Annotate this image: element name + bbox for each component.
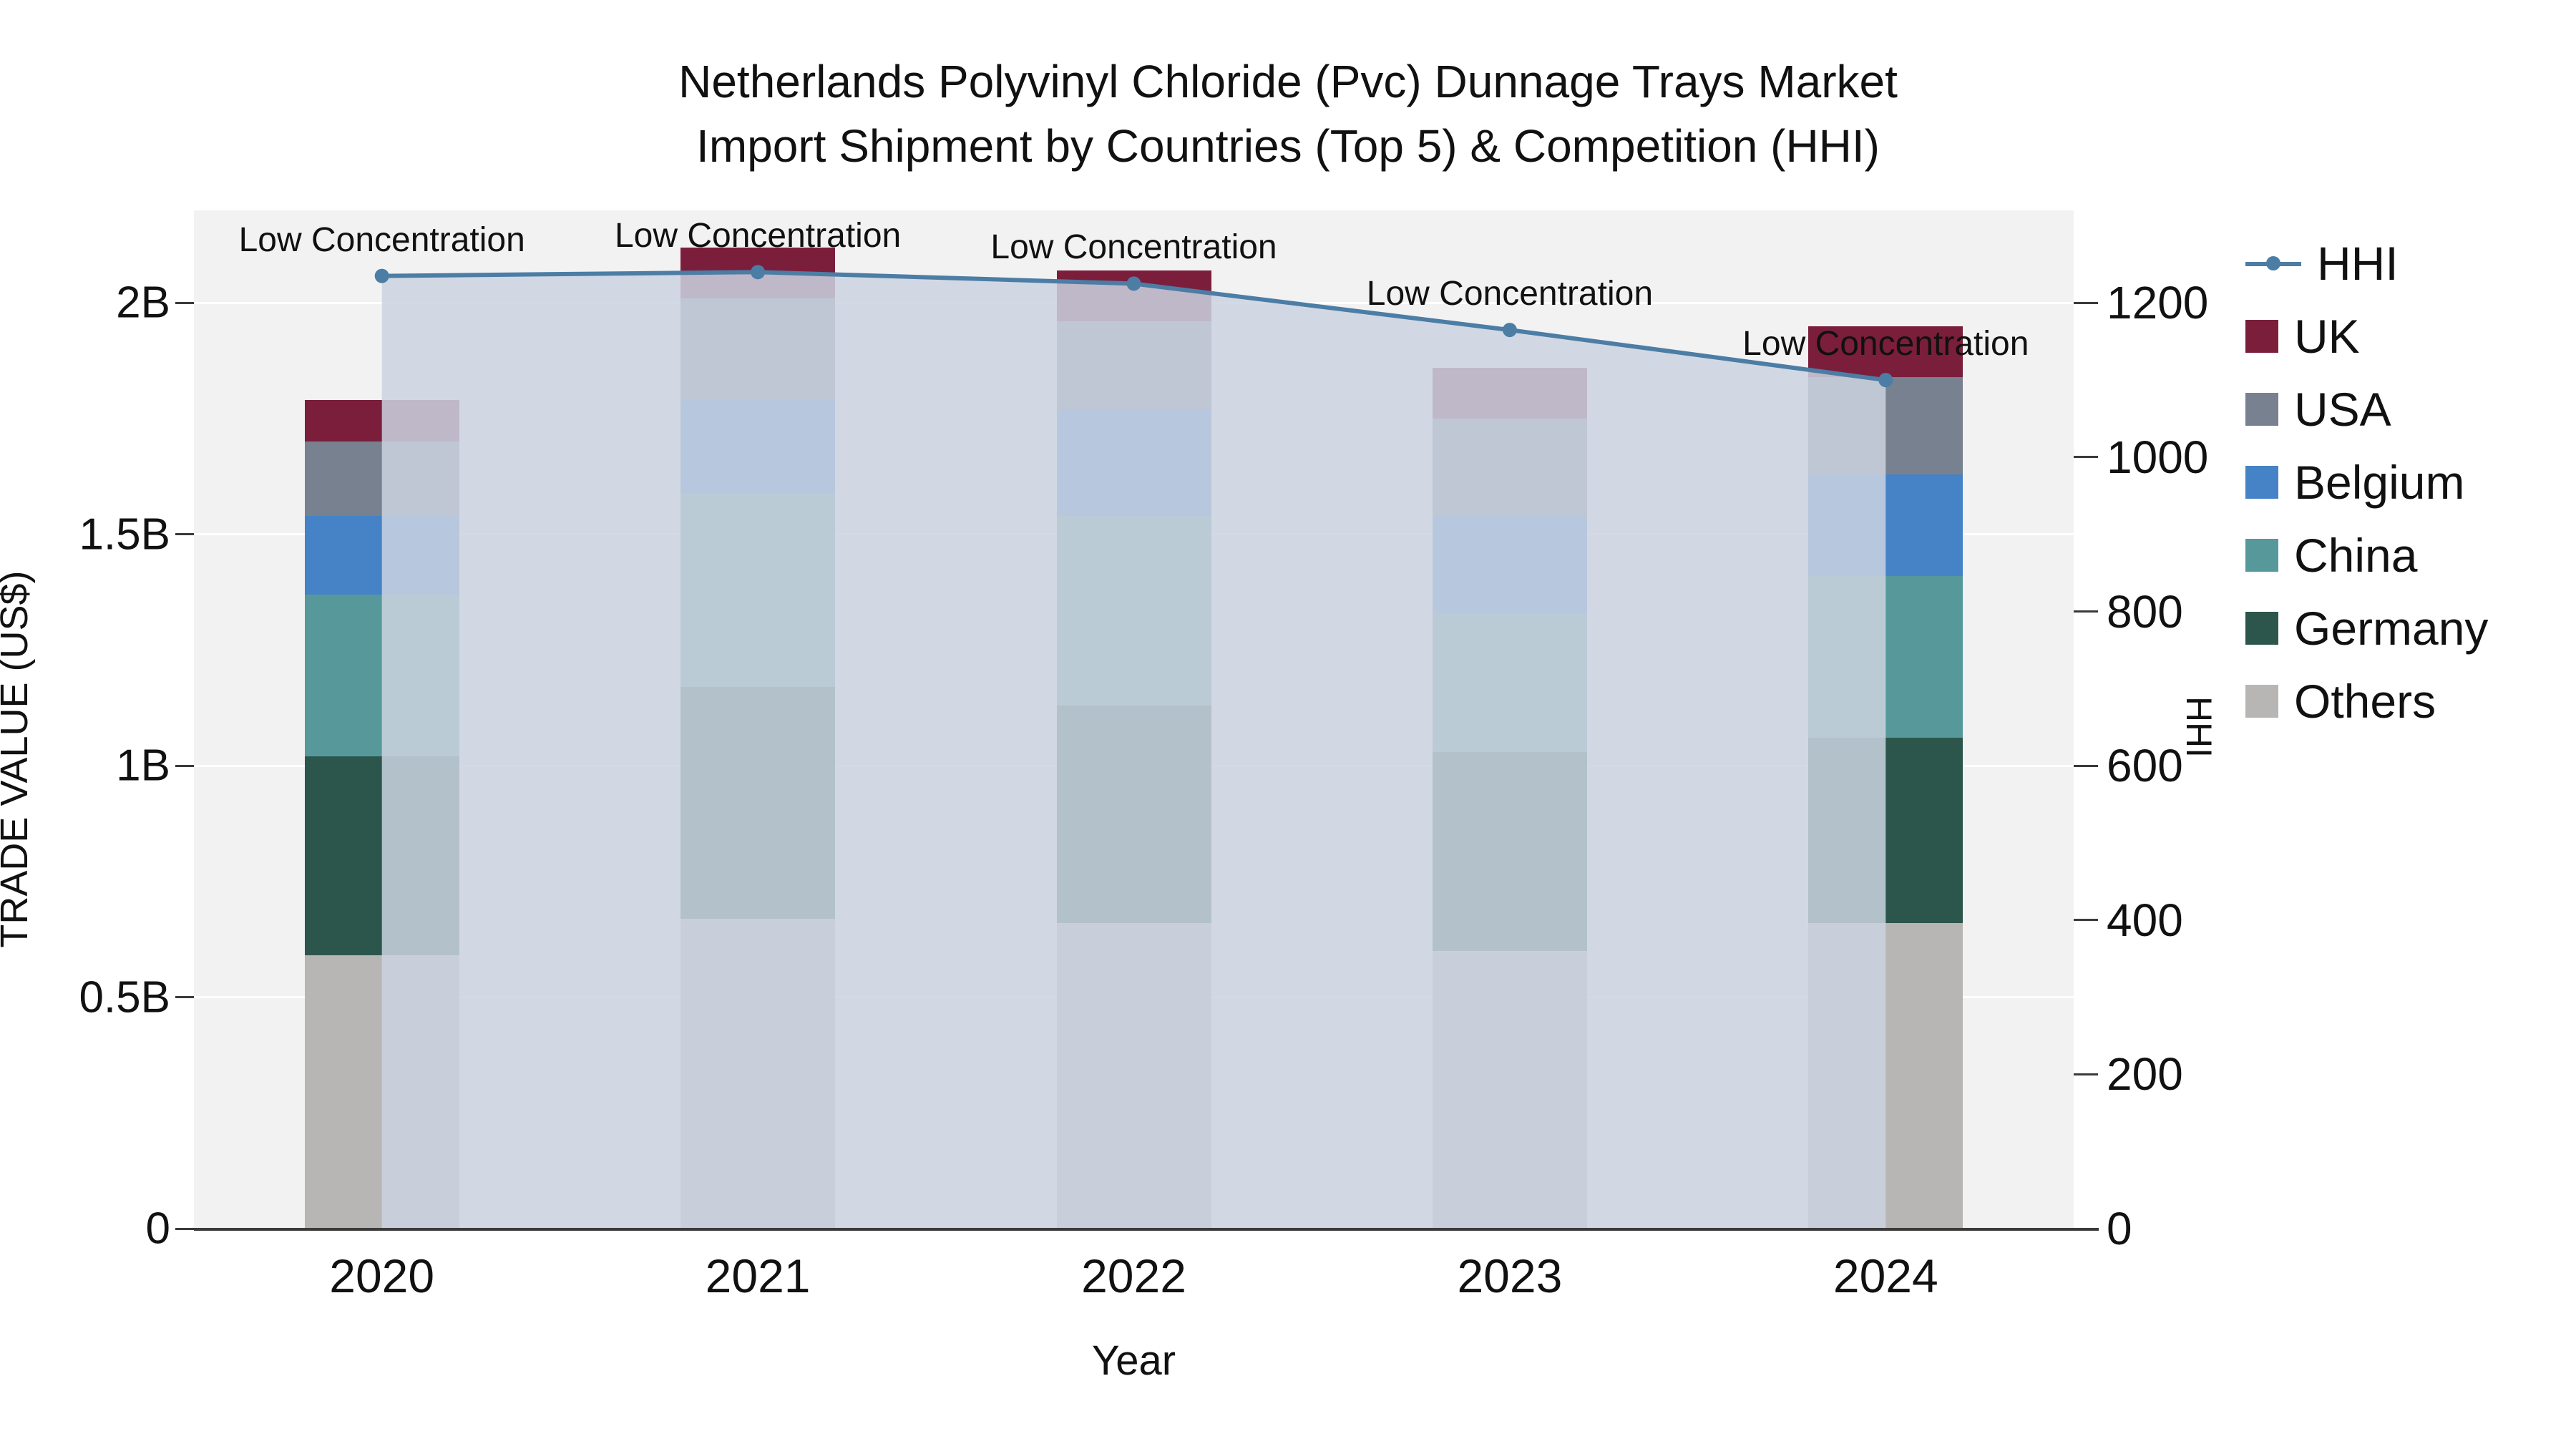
hhi-marker: [1502, 323, 1517, 338]
y-axis-title-right: HHI: [2179, 696, 2220, 758]
y-right-tick-label: 600: [2107, 740, 2183, 792]
legend-label: Belgium: [2294, 456, 2465, 509]
bar-segment-others-2022: [1056, 923, 1211, 1229]
bar-segment-belgium-2023: [1432, 515, 1587, 613]
plot-area: Low Concentration Low Concentration Low Co…: [194, 210, 2074, 1229]
x-tick-label-2021: 2021: [705, 1249, 811, 1302]
legend-item-china[interactable]: China: [2245, 528, 2488, 582]
bar-segment-uk-2023: [1432, 367, 1587, 419]
legend-label: Germany: [2294, 602, 2489, 655]
bar-segment-others-2021: [680, 918, 836, 1229]
legend-item-germany[interactable]: Germany: [2245, 601, 2488, 655]
bar-segment-china-2021: [680, 492, 836, 688]
chart-title: Netherlands Polyvinyl Chloride (Pvc) Dun…: [0, 50, 2576, 178]
y-right-tick-mark: [2074, 301, 2098, 304]
bar-segment-china-2022: [1056, 515, 1211, 706]
y-right-tick-mark: [2074, 1073, 2098, 1075]
y-left-tick-label: 2B: [116, 278, 170, 328]
legend-swatch: [2245, 320, 2278, 353]
legend-label: UK: [2294, 310, 2360, 363]
chart-title-line1: Netherlands Polyvinyl Chloride (Pvc) Dun…: [678, 56, 1898, 107]
y-right-tick-label: 200: [2107, 1048, 2183, 1101]
legend-item-others[interactable]: Others: [2245, 674, 2488, 728]
legend: HHI UK USA Belgium China Germany Others: [2245, 236, 2488, 728]
legend-label: HHI: [2317, 237, 2399, 290]
y-right-tick-mark: [2074, 456, 2098, 459]
annotation-low-concentration: Low Concentration: [1742, 325, 2029, 364]
y-right-tick-mark: [2074, 1227, 2098, 1230]
annotation-low-concentration: Low Concentration: [238, 220, 525, 259]
legend-item-hhi[interactable]: HHI: [2245, 236, 2488, 291]
y-left-tick-label: 1B: [116, 741, 170, 791]
chart-title-line2: Import Shipment by Countries (Top 5) & C…: [696, 119, 1880, 172]
y-right-tick-label: 0: [2107, 1203, 2132, 1254]
legend-label: Others: [2294, 675, 2436, 728]
x-tick-label-2023: 2023: [1457, 1249, 1563, 1302]
bar-segment-others-2023: [1432, 950, 1587, 1229]
legend-swatch: [2245, 612, 2278, 645]
x-axis-line: [194, 1228, 2099, 1231]
legend-item-usa[interactable]: USA: [2245, 382, 2488, 436]
x-tick-label-2020: 2020: [329, 1249, 435, 1302]
y-left-tick-label: 1.5B: [79, 509, 170, 560]
bar-segment-germany-2022: [1056, 706, 1211, 924]
x-tick-label-2022: 2022: [1081, 1249, 1186, 1302]
y-left-tick-mark: [175, 764, 194, 767]
bar-segment-usa-2021: [680, 298, 836, 401]
legend-swatch: [2245, 685, 2278, 718]
bar-segment-usa-2023: [1432, 419, 1587, 516]
bar-segment-china-2023: [1432, 613, 1587, 752]
bar-segment-uk-2022: [1056, 270, 1211, 322]
legend-swatch: [2245, 539, 2278, 572]
y-right-tick-label: 1200: [2107, 277, 2209, 329]
legend-item-uk[interactable]: UK: [2245, 309, 2488, 364]
bar-segment-belgium-2021: [680, 400, 836, 493]
bar-segment-others-2020: [304, 955, 459, 1229]
y-right-tick-mark: [2074, 610, 2098, 613]
bar-segment-usa-2020: [304, 441, 459, 516]
y-right-tick-mark: [2074, 764, 2098, 767]
y-right-tick-label: 400: [2107, 894, 2183, 946]
y-axis-title-left: TRADE VALUE (US$): [0, 570, 36, 948]
y-left-tick-mark: [175, 533, 194, 536]
legend-swatch: [2245, 466, 2278, 499]
hhi-marker: [374, 268, 389, 283]
bar-segment-uk-2020: [304, 400, 459, 442]
annotation-low-concentration: Low Concentration: [1366, 275, 1654, 313]
annotation-low-concentration: Low Concentration: [990, 228, 1277, 267]
y-left-tick-label: 0.5B: [79, 972, 170, 1023]
bar-segment-germany-2021: [680, 687, 836, 919]
y-left-tick-label: 0: [145, 1204, 170, 1254]
legend-label: USA: [2294, 383, 2391, 436]
bar-segment-usa-2024: [1808, 376, 1963, 474]
x-axis-title: Year: [1091, 1337, 1176, 1384]
y-right-tick-mark: [2074, 919, 2098, 922]
bar-segment-usa-2022: [1056, 321, 1211, 410]
y-right-tick-label: 1000: [2107, 431, 2209, 483]
bar-segment-germany-2020: [304, 756, 459, 956]
bar-segment-others-2024: [1808, 923, 1963, 1229]
y-left-tick-mark: [175, 301, 194, 304]
bar-segment-china-2020: [304, 594, 459, 757]
bar-segment-germany-2023: [1432, 751, 1587, 951]
bar-segment-belgium-2022: [1056, 409, 1211, 516]
y-right-tick-label: 800: [2107, 585, 2183, 638]
x-tick-label-2024: 2024: [1833, 1249, 1938, 1302]
legend-swatch: [2245, 393, 2278, 426]
legend-item-belgium[interactable]: Belgium: [2245, 455, 2488, 509]
annotation-low-concentration: Low Concentration: [614, 217, 902, 255]
legend-line-symbol: [2245, 247, 2301, 280]
y-left-tick-mark: [175, 996, 194, 999]
bar-segment-belgium-2024: [1808, 474, 1963, 576]
bar-segment-belgium-2020: [304, 515, 459, 595]
legend-label: China: [2294, 529, 2418, 582]
bar-segment-china-2024: [1808, 575, 1963, 738]
bar-segment-germany-2024: [1808, 738, 1963, 924]
y-left-tick-mark: [175, 1227, 194, 1230]
